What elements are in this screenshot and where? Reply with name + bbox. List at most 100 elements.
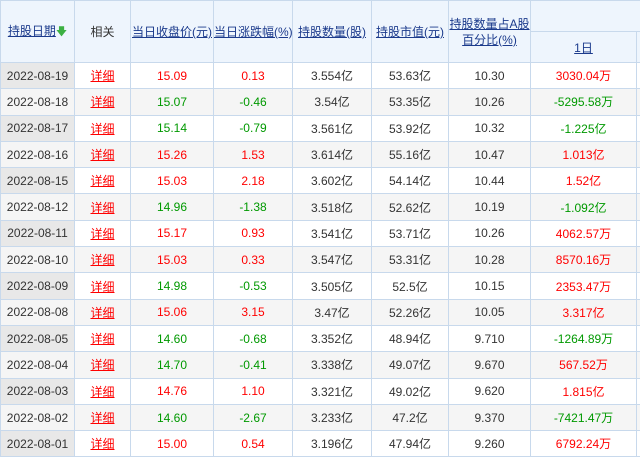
empty-cell xyxy=(636,403,640,432)
shares-cell: 3.602亿 xyxy=(292,167,372,195)
day1-change-cell: -7421.47万 xyxy=(530,403,637,432)
close-price-cell: 15.17 xyxy=(130,219,214,248)
detail-link[interactable]: 详细 xyxy=(90,411,115,425)
close-price-cell: 15.03 xyxy=(130,167,214,195)
market-value-cell: 52.5亿 xyxy=(371,272,449,300)
detail-link[interactable]: 详细 xyxy=(90,226,115,241)
shares-cell: 3.47亿 xyxy=(292,298,372,326)
shares-cell: 3.196亿 xyxy=(292,430,372,458)
detail-cell: 详细 xyxy=(74,298,131,326)
change-pct-cell: 0.93 xyxy=(213,219,293,248)
day1-change-cell: 2353.47万 xyxy=(530,272,637,300)
detail-link[interactable]: 详细 xyxy=(90,69,115,84)
shares-cell: 3.547亿 xyxy=(292,246,372,274)
market-value-cell: 49.02亿 xyxy=(371,377,449,405)
sort-day1-link[interactable]: 1日 xyxy=(574,40,593,55)
shares-cell: 3.541亿 xyxy=(292,219,372,248)
header-pct[interactable]: 持股数量占A股 百分比(%) xyxy=(448,0,531,63)
sort-change-link[interactable]: 当日涨跌幅(%) xyxy=(214,25,293,39)
detail-link[interactable]: 详细 xyxy=(90,148,115,163)
market-value-cell: 52.26亿 xyxy=(371,298,449,326)
date-cell: 2022-08-01 xyxy=(0,430,75,458)
table-row: 2022-08-16 详细 15.26 1.53 3.614亿 55.16亿 10.47 1.… xyxy=(0,140,640,169)
detail-link[interactable]: 详细 xyxy=(90,437,115,452)
change-pct-cell: 1.53 xyxy=(213,140,293,169)
shares-cell: 3.233亿 xyxy=(292,403,372,432)
sort-value-link[interactable]: 持股市值(元) xyxy=(376,25,444,39)
detail-cell: 详细 xyxy=(74,61,131,90)
detail-link[interactable]: 详细 xyxy=(90,358,115,373)
table-row: 2022-08-03 详细 14.76 1.10 3.321亿 49.02亿 9.620 1.… xyxy=(0,377,640,405)
pct-cell: 9.260 xyxy=(448,430,531,458)
close-price-cell: 14.96 xyxy=(130,193,214,221)
date-cell: 2022-08-19 xyxy=(0,61,75,90)
detail-cell: 详细 xyxy=(74,246,131,274)
detail-link[interactable]: 详细 xyxy=(90,279,115,294)
pct-cell: 10.26 xyxy=(448,88,531,116)
close-price-cell: 14.60 xyxy=(130,324,214,353)
detail-cell: 详细 xyxy=(74,403,131,432)
date-cell: 2022-08-18 xyxy=(0,88,75,116)
date-cell: 2022-08-15 xyxy=(0,167,75,195)
detail-link[interactable]: 详细 xyxy=(90,95,115,110)
day1-change-cell: 4062.57万 xyxy=(530,219,637,248)
shares-cell: 3.614亿 xyxy=(292,140,372,169)
change-pct-cell: -2.67 xyxy=(213,403,293,432)
header-close[interactable]: 当日收盘价(元) xyxy=(130,0,214,63)
detail-link[interactable]: 详细 xyxy=(90,384,115,399)
change-pct-cell: 0.33 xyxy=(213,246,293,274)
empty-cell xyxy=(636,114,640,142)
sort-pct-link[interactable]: 持股数量占A股 xyxy=(449,16,530,31)
detail-cell: 详细 xyxy=(74,114,131,142)
header-date[interactable]: 持股日期🡇 xyxy=(0,0,75,63)
close-price-cell: 15.00 xyxy=(130,430,214,458)
detail-cell: 详细 xyxy=(74,88,131,116)
header-shares[interactable]: 持股数量(股) xyxy=(292,0,372,63)
market-value-cell: 49.07亿 xyxy=(371,351,449,379)
empty-cell xyxy=(636,377,640,405)
detail-link[interactable]: 详细 xyxy=(90,121,115,136)
change-pct-cell: 0.13 xyxy=(213,61,293,90)
detail-link[interactable]: 详细 xyxy=(90,332,115,347)
detail-link[interactable]: 详细 xyxy=(90,174,115,189)
empty-cell xyxy=(636,272,640,300)
pct-cell: 10.30 xyxy=(448,61,531,90)
market-value-cell: 54.14亿 xyxy=(371,167,449,195)
day1-change-cell: -1.092亿 xyxy=(530,193,637,221)
detail-cell: 详细 xyxy=(74,430,131,458)
sort-close-link[interactable]: 当日收盘价(元) xyxy=(132,25,212,39)
close-price-cell: 15.07 xyxy=(130,88,214,116)
empty-cell xyxy=(636,140,640,169)
header-day1[interactable]: 1日 xyxy=(530,31,637,63)
pct-cell: 9.670 xyxy=(448,351,531,379)
market-value-cell: 53.63亿 xyxy=(371,61,449,90)
day1-change-cell: 1.013亿 xyxy=(530,140,637,169)
pct-cell: 9.710 xyxy=(448,324,531,353)
close-price-cell: 14.98 xyxy=(130,272,214,300)
detail-link[interactable]: 详细 xyxy=(90,253,115,268)
sort-date-link[interactable]: 持股日期 xyxy=(7,23,56,38)
detail-link[interactable]: 详细 xyxy=(90,200,115,215)
pct-cell: 9.620 xyxy=(448,377,531,405)
arrow-down-icon: 🡇 xyxy=(55,25,68,38)
date-cell: 2022-08-16 xyxy=(0,140,75,169)
table-row: 2022-08-04 详细 14.70 -0.41 3.338亿 49.07亿 9.670 5… xyxy=(0,351,640,379)
market-value-cell: 55.16亿 xyxy=(371,140,449,169)
sort-shares-link[interactable]: 持股数量(股) xyxy=(298,25,366,39)
market-value-cell: 48.94亿 xyxy=(371,324,449,353)
empty-cell xyxy=(636,430,640,458)
detail-link[interactable]: 详细 xyxy=(90,305,115,320)
sort-pct-link-2[interactable]: 百分比(%) xyxy=(462,32,517,47)
detail-cell: 详细 xyxy=(74,272,131,300)
detail-cell: 详细 xyxy=(74,140,131,169)
market-value-cell: 52.62亿 xyxy=(371,193,449,221)
day1-change-cell: -1264.89万 xyxy=(530,324,637,353)
change-pct-cell: -0.41 xyxy=(213,351,293,379)
change-pct-cell: 2.18 xyxy=(213,167,293,195)
shares-cell: 3.554亿 xyxy=(292,61,372,90)
date-cell: 2022-08-12 xyxy=(0,193,75,221)
header-value[interactable]: 持股市值(元) xyxy=(371,0,449,63)
day1-change-cell: 3030.04万 xyxy=(530,61,637,90)
market-value-cell: 53.71亿 xyxy=(371,219,449,248)
header-change[interactable]: 当日涨跌幅(%) xyxy=(213,0,293,63)
